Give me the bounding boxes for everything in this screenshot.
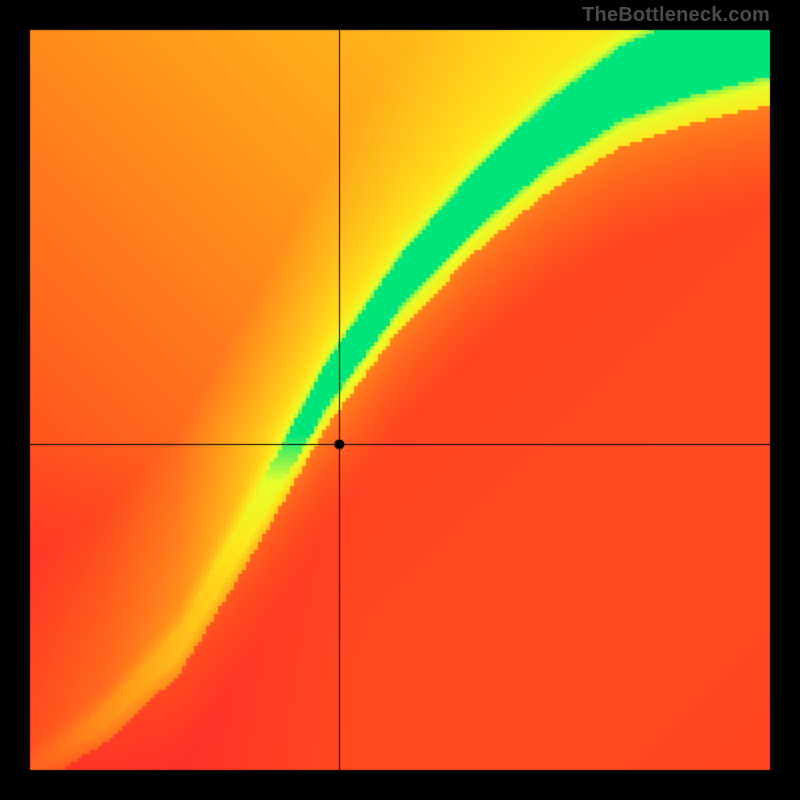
watermark-label: TheBottleneck.com — [582, 4, 770, 27]
chart-stage: TheBottleneck.com — [0, 0, 800, 800]
bottleneck-heatmap — [0, 0, 800, 800]
